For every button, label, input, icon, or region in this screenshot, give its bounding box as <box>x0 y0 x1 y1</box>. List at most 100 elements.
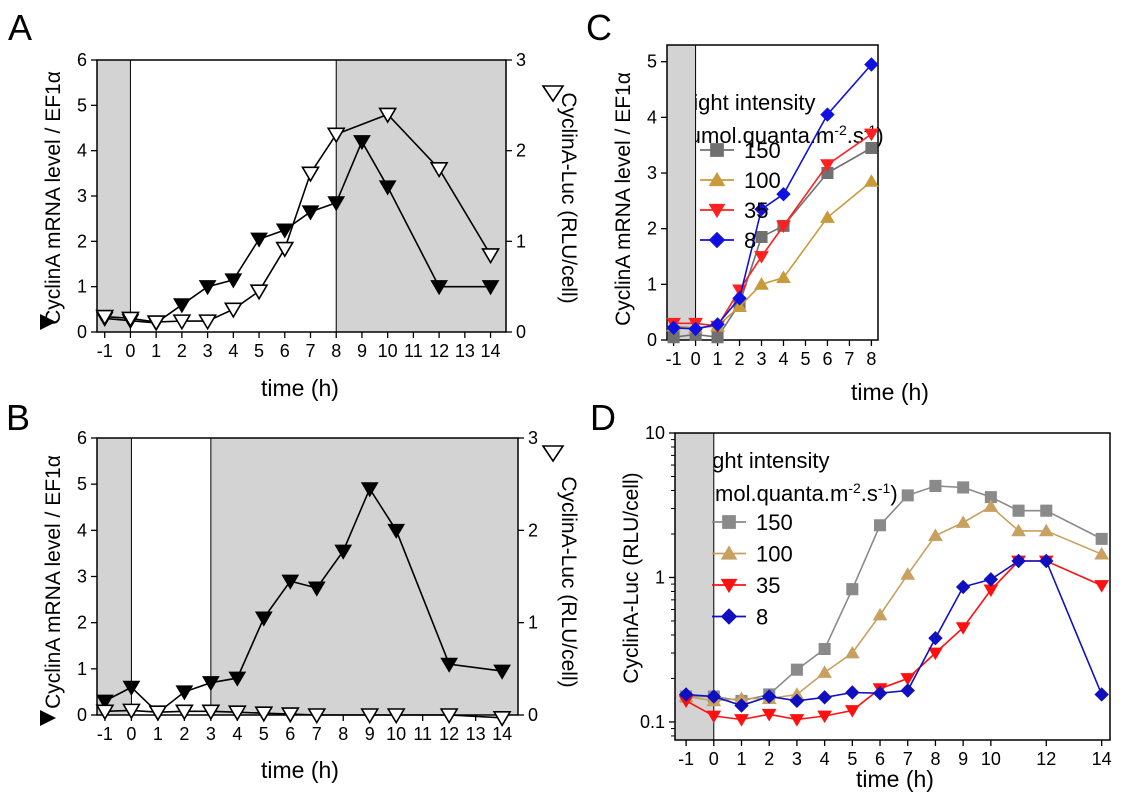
panel-a-dark-period <box>96 59 131 333</box>
panel-d-series-150-point <box>874 519 887 532</box>
panel-c-legend-marker-150 <box>710 143 724 157</box>
panel-d-series-35-point <box>761 708 777 722</box>
panel-b-series-1-point <box>122 703 141 720</box>
panel-a-xtick-label: 2 <box>177 341 187 361</box>
panel-b-dark-period <box>210 437 519 716</box>
panel-d-series-35-point <box>983 584 999 598</box>
panel-b-ytick-right-label: 0 <box>528 705 538 725</box>
panel-b-series-0-point <box>360 482 379 498</box>
panel-c-xtick-label: 1 <box>713 349 723 369</box>
panel-d-series-8-point <box>928 630 943 646</box>
panel-b-series-1-point <box>254 706 274 723</box>
panel-b-series-1-point <box>307 708 327 725</box>
panel-a-open-marker-key <box>541 85 565 103</box>
panel-c-ylabel: CyclinA mRNA level / EF1α <box>612 72 635 326</box>
panel-d-series-100-point <box>872 607 888 621</box>
panel-b-xtick-label: 14 <box>492 724 512 744</box>
panel-c-series-8-point <box>864 57 879 72</box>
panel-d-xtick-label: 8 <box>930 749 940 769</box>
panel-c-series-100-point <box>776 270 791 284</box>
panel-d-series-8-point <box>761 689 777 704</box>
panel-a-series-1-point <box>121 311 140 328</box>
panel-a-xtick-label: 6 <box>280 341 290 361</box>
panel-d-series-150-point <box>790 663 803 676</box>
panel-a-ylabel-left: CyclinA mRNA level / EF1α <box>42 71 65 325</box>
panel-d-series-35-point <box>1094 580 1110 593</box>
panel-c-series-100-point <box>820 210 835 223</box>
panel-d-xtick-label: -1 <box>678 749 694 769</box>
panel-b-series-1-point <box>148 705 168 722</box>
panel-d-xtick-label: 2 <box>764 749 774 769</box>
panel-d-series-100-point <box>844 645 860 659</box>
panel-d-ytick-label: 0.1 <box>640 712 665 732</box>
panel-b-xtick-label: 2 <box>179 724 189 744</box>
panel-b-xtick-label: 13 <box>466 724 486 744</box>
panel-d-xtick-label: 4 <box>820 749 830 769</box>
panel-c-frame <box>666 44 879 341</box>
panel-a-series-1-point <box>198 314 218 331</box>
panel-d-series-100-point <box>817 665 832 678</box>
panel-d-series-100-point <box>1038 523 1054 537</box>
panel-a-xtick-label: 10 <box>378 341 398 361</box>
panel-c-xtick-label: 3 <box>757 349 767 369</box>
panel-d-xtick-label: 12 <box>1036 749 1056 769</box>
panel-a-series-0-point <box>353 135 371 151</box>
panel-b-series-1-point <box>280 707 300 724</box>
panel-a-series-0-point <box>481 280 500 296</box>
panel-b-ytick-label: 6 <box>77 428 87 448</box>
panel-a-ytick-label: 4 <box>77 141 87 161</box>
panel-a-xtick-label: 9 <box>357 341 367 361</box>
panel-d-series-100-point <box>983 499 999 512</box>
panel-b-open-marker-key <box>541 445 565 463</box>
panel-letter-b: B <box>6 397 30 438</box>
panel-a-series-1-point <box>223 302 243 319</box>
panel-c-legend-marker-8 <box>708 231 726 249</box>
panel-a-series-1-point <box>481 248 500 265</box>
panel-a-series-1-point <box>249 284 269 301</box>
panel-d-ytick-label: 1 <box>655 567 665 587</box>
panel-b-xlabel: time (h) <box>261 757 339 783</box>
panel-d-series-35-line <box>685 560 1103 721</box>
panel-d-series-150-point <box>846 583 859 596</box>
panel-a-series-1-point <box>326 127 346 144</box>
panel-a-series-0-point <box>198 280 217 296</box>
panel-c-legend-label-8: 8 <box>744 228 756 253</box>
panel-d-series-8-point <box>817 690 832 705</box>
panel-d-legend-marker-150 <box>722 515 736 529</box>
panel-d-series-8-point <box>900 683 915 698</box>
panel-c-xtick-label: 7 <box>844 349 854 369</box>
panel-d-series-150-point <box>1040 504 1053 517</box>
panel-c-legend-marker-100 <box>708 171 726 187</box>
panel-d-legend-subtitle: (μmol.quanta.m-2.s-1) <box>695 480 898 506</box>
panel-d-series-35-point <box>928 647 943 661</box>
panel-b-ytick-label: 1 <box>77 659 87 679</box>
panel-a-series-1-point <box>172 314 192 331</box>
panel-c-series-8-point <box>754 201 769 217</box>
panel-c-series-8-point <box>776 186 791 202</box>
panel-c-dark-period <box>666 44 697 341</box>
panel-b-series-1-point <box>95 704 115 721</box>
panel-c-xtick-label: 2 <box>735 349 745 369</box>
panel-letter-a: A <box>8 7 32 48</box>
panel-c-legend-label-100: 100 <box>744 168 781 193</box>
panel-b-ytick-label: 0 <box>77 705 87 725</box>
panel-c-series-100-line <box>673 180 872 329</box>
panel-c-legend-subtitle: (μmol.quanta.m-2.s-1) <box>681 122 884 148</box>
panel-d-series-100-point <box>928 528 943 541</box>
panel-c-series-35-point <box>754 251 769 264</box>
panel-b-filled-marker-key <box>40 710 56 726</box>
panel-c-legend-label-35: 35 <box>744 198 768 223</box>
panel-b-ytick-label: 4 <box>77 520 87 540</box>
panel-d-series-100-point <box>1094 546 1110 560</box>
panel-a-ytick-right-label: 1 <box>516 231 526 251</box>
panel-b-ytick-right-label: 2 <box>528 520 538 540</box>
panel-c-series-150-point <box>711 331 724 344</box>
panel-d-xlabel: time (h) <box>856 766 934 792</box>
panel-c-xtick-label: 6 <box>822 349 832 369</box>
panel-a-ytick-right-label: 3 <box>516 50 526 70</box>
panel-c-ytick-label: 0 <box>647 330 657 350</box>
panel-d-series-35-point <box>789 714 805 727</box>
panel-a-series-1-point <box>429 162 449 178</box>
panel-a-series-1-point <box>301 166 320 183</box>
panel-d-legend-label-100: 100 <box>756 542 793 567</box>
